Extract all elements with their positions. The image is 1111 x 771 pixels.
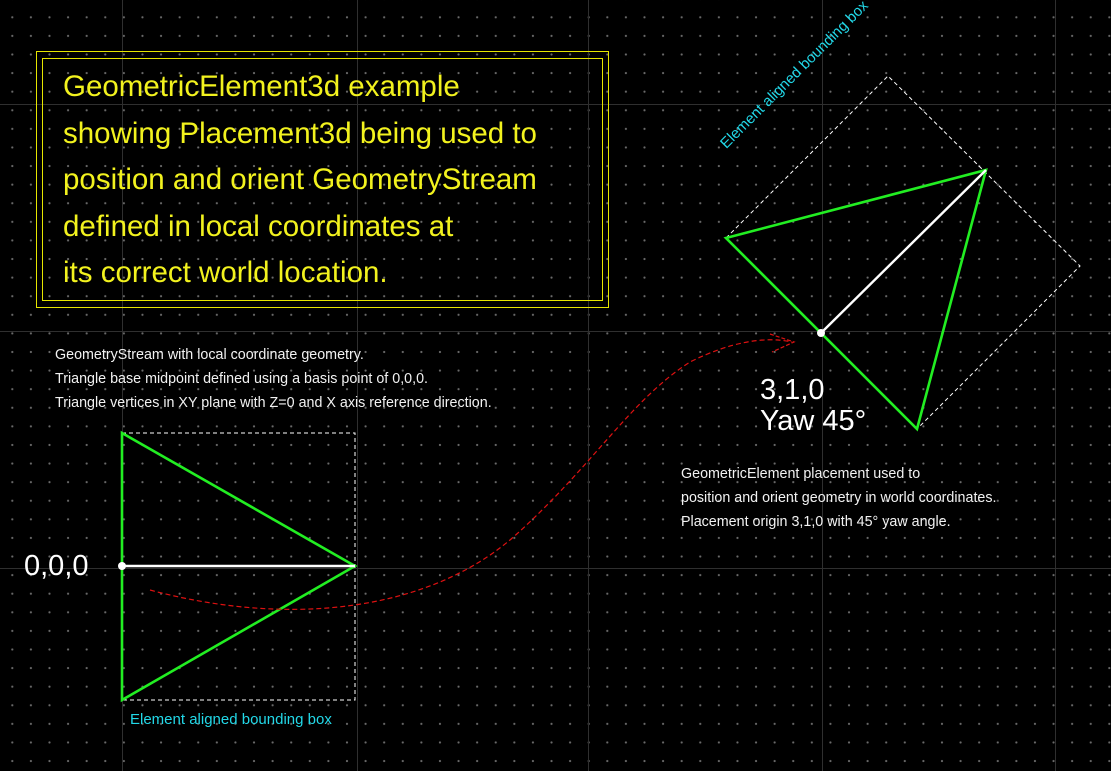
note-line: GeometricElement3d example — [63, 70, 460, 103]
world-x-axis-line — [820, 169, 987, 334]
description-note-box: GeometricElement3d example showing Place… — [36, 51, 609, 308]
note-line: position and orient GeometryStream — [63, 163, 537, 196]
caption-line: GeometryStream with local coordinate geo… — [55, 347, 364, 363]
local-bbox-label: Element aligned bounding box — [130, 711, 332, 728]
grid-line — [1055, 0, 1056, 771]
world-position-label: 3,1,0 — [760, 374, 825, 406]
local-origin-point — [118, 562, 126, 570]
caption-line: position and orient geometry in world co… — [681, 490, 997, 506]
local-geometry-caption: GeometryStream with local coordinate geo… — [55, 343, 492, 415]
arrowhead — [769, 333, 796, 353]
caption-line: Triangle base midpoint defined using a b… — [55, 371, 429, 387]
description-note-text: GeometricElement3d example showing Place… — [63, 64, 537, 297]
local-origin-label: 0,0,0 — [24, 550, 89, 582]
caption-line: Placement origin 3,1,0 with 45° yaw angl… — [681, 514, 951, 530]
world-origin-point — [817, 329, 825, 337]
grid-line — [0, 568, 1111, 569]
world-placement-caption: GeometricElement placement used to posit… — [681, 462, 997, 534]
caption-line: GeometricElement placement used to — [681, 466, 921, 482]
grid-line — [0, 331, 1111, 332]
grid-line — [822, 0, 823, 771]
note-line: its correct world location. — [63, 256, 388, 289]
placement-arrow — [149, 339, 793, 610]
caption-line: Triangle vertices in XY plane with Z=0 a… — [55, 395, 492, 411]
note-box-inner-border — [42, 58, 603, 301]
grid-line — [588, 0, 589, 771]
world-yaw-label: Yaw 45° — [760, 405, 867, 437]
grid-line — [122, 0, 123, 771]
note-line: showing Placement3d being used to — [63, 116, 537, 150]
grid-line — [0, 104, 1111, 105]
grid-line — [357, 0, 358, 771]
note-line: defined in local coordinates at — [63, 209, 454, 243]
